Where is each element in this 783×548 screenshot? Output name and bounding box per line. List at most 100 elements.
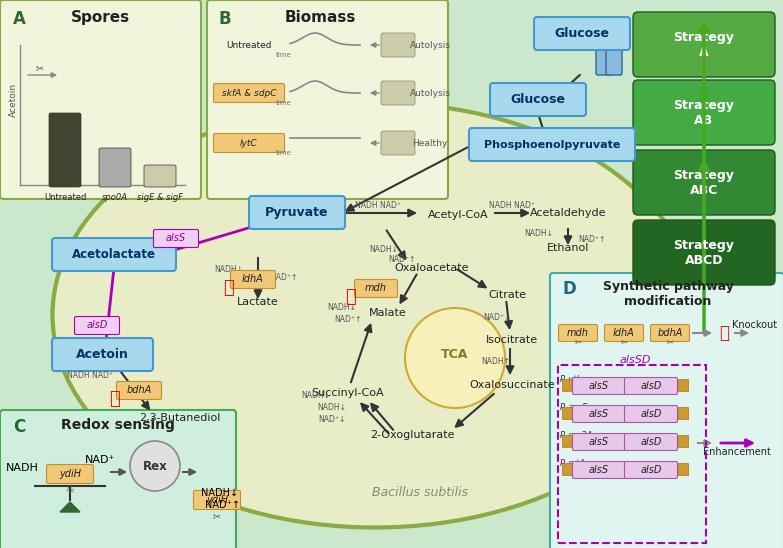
Text: NADH NAD⁺: NADH NAD⁺: [355, 201, 401, 209]
Text: Pyruvate: Pyruvate: [265, 206, 329, 219]
FancyBboxPatch shape: [596, 49, 612, 75]
Text: ❌: ❌: [345, 288, 356, 306]
Text: alsD: alsD: [640, 465, 662, 475]
Text: NADH↓: NADH↓: [317, 403, 347, 413]
Text: Strategy
A: Strategy A: [673, 31, 734, 59]
Text: ❌: ❌: [719, 324, 729, 342]
Text: alsS: alsS: [166, 233, 186, 243]
FancyBboxPatch shape: [572, 378, 626, 395]
FancyBboxPatch shape: [625, 461, 677, 478]
Text: Autolysis: Autolysis: [410, 88, 450, 98]
FancyBboxPatch shape: [651, 324, 690, 341]
FancyBboxPatch shape: [625, 406, 677, 423]
FancyBboxPatch shape: [678, 379, 688, 391]
Text: mdh: mdh: [365, 283, 387, 293]
FancyBboxPatch shape: [633, 12, 775, 77]
Text: NAD⁺↑: NAD⁺↑: [270, 273, 298, 283]
Text: Strategy
ABC: Strategy ABC: [673, 169, 734, 197]
FancyBboxPatch shape: [46, 465, 93, 483]
FancyBboxPatch shape: [678, 407, 688, 419]
Text: NADH↓: NADH↓: [201, 488, 239, 498]
Text: Acetoin: Acetoin: [76, 348, 129, 361]
Text: NADH↓: NADH↓: [370, 246, 399, 254]
FancyBboxPatch shape: [633, 80, 775, 145]
Text: Isocitrate: Isocitrate: [486, 335, 538, 345]
Text: time: time: [276, 52, 292, 58]
Text: Bacillus subtilis: Bacillus subtilis: [372, 486, 468, 499]
FancyBboxPatch shape: [52, 338, 153, 371]
Text: Untreated: Untreated: [226, 41, 272, 49]
Text: ❌: ❌: [109, 390, 119, 408]
Ellipse shape: [52, 102, 698, 528]
Text: sigE & sigF: sigE & sigF: [137, 193, 183, 202]
FancyBboxPatch shape: [99, 148, 131, 187]
Text: Healthy: Healthy: [413, 139, 448, 147]
Text: NADH: NADH: [5, 463, 38, 473]
Text: Oxalosuccinate: Oxalosuccinate: [469, 380, 555, 390]
Text: skfA & sdpC: skfA & sdpC: [222, 88, 276, 98]
Text: time: time: [276, 150, 292, 156]
Text: Ethanol: Ethanol: [547, 243, 589, 253]
FancyBboxPatch shape: [562, 463, 572, 475]
FancyBboxPatch shape: [207, 0, 448, 199]
Text: alsS: alsS: [589, 465, 609, 475]
Polygon shape: [60, 502, 80, 512]
FancyBboxPatch shape: [153, 230, 199, 248]
FancyBboxPatch shape: [381, 81, 415, 105]
Text: ✂: ✂: [64, 484, 75, 496]
Text: alsS: alsS: [589, 381, 609, 391]
Text: P_ytb: P_ytb: [560, 374, 583, 384]
Text: NADH↓: NADH↓: [327, 304, 356, 312]
Text: A: A: [13, 10, 26, 28]
Text: NADH NAD⁺: NADH NAD⁺: [67, 370, 113, 380]
Text: 2,3-Butanediol: 2,3-Butanediol: [139, 413, 221, 423]
Text: NADH↓: NADH↓: [524, 230, 553, 238]
Text: NAD⁺↑: NAD⁺↑: [578, 236, 605, 244]
FancyBboxPatch shape: [144, 165, 176, 187]
Text: B: B: [218, 10, 231, 28]
Text: ✂: ✂: [575, 338, 582, 346]
FancyBboxPatch shape: [562, 407, 572, 419]
Text: P_srtA: P_srtA: [560, 459, 586, 467]
Text: ✂: ✂: [36, 63, 44, 73]
FancyBboxPatch shape: [604, 324, 644, 341]
FancyBboxPatch shape: [193, 490, 240, 510]
FancyBboxPatch shape: [0, 0, 201, 199]
Text: Lactate: Lactate: [237, 297, 279, 307]
Text: Acetaldehyde: Acetaldehyde: [530, 208, 606, 218]
Text: mdh: mdh: [567, 328, 589, 338]
FancyBboxPatch shape: [52, 238, 176, 271]
Text: spo0A: spo0A: [102, 193, 128, 202]
Text: Acetyl-CoA: Acetyl-CoA: [428, 210, 489, 220]
Text: Malate: Malate: [369, 308, 407, 318]
FancyBboxPatch shape: [558, 324, 597, 341]
FancyBboxPatch shape: [469, 128, 635, 161]
Text: Spores: Spores: [70, 10, 129, 25]
FancyBboxPatch shape: [249, 196, 345, 229]
Text: NAD⁺↓: NAD⁺↓: [319, 415, 345, 425]
Text: NAD⁺↑: NAD⁺↑: [334, 316, 362, 324]
Text: 2-Oxoglutarate: 2-Oxoglutarate: [370, 430, 454, 440]
Text: ❌: ❌: [222, 279, 233, 297]
Text: NADH↑: NADH↑: [482, 357, 511, 367]
FancyBboxPatch shape: [562, 435, 572, 447]
Text: Acetolactate: Acetolactate: [72, 248, 156, 261]
Text: NADH↓: NADH↓: [301, 391, 330, 399]
Text: Autolysis: Autolysis: [410, 41, 450, 49]
FancyBboxPatch shape: [678, 463, 688, 475]
Text: alsD: alsD: [640, 381, 662, 391]
Text: ✂: ✂: [213, 511, 221, 521]
Text: time: time: [276, 100, 292, 106]
FancyBboxPatch shape: [625, 378, 677, 395]
Text: ydiH: ydiH: [206, 495, 228, 505]
Text: ✂: ✂: [666, 338, 673, 346]
Text: Glucose: Glucose: [511, 93, 565, 106]
Text: Synthetic pathway
modification: Synthetic pathway modification: [603, 280, 734, 308]
FancyBboxPatch shape: [381, 131, 415, 155]
Text: Strategy
ABCD: Strategy ABCD: [673, 239, 734, 267]
Circle shape: [405, 308, 505, 408]
Text: Redox sensing: Redox sensing: [61, 418, 175, 432]
FancyBboxPatch shape: [625, 433, 677, 450]
Text: lytC: lytC: [240, 139, 258, 147]
Text: Strategy
AB: Strategy AB: [673, 99, 734, 127]
